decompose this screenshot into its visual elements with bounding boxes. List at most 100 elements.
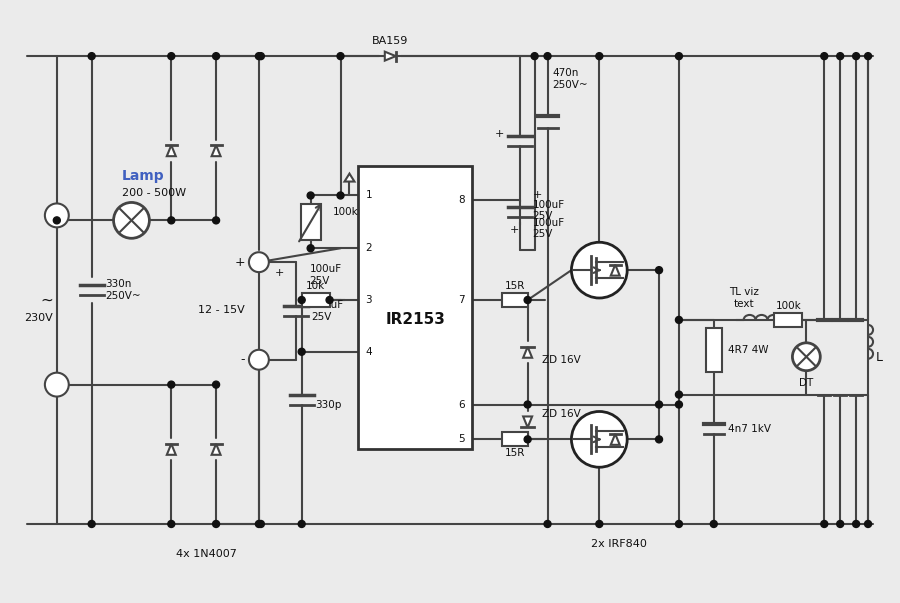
Text: Lamp: Lamp: [122, 169, 164, 183]
Circle shape: [821, 520, 828, 528]
Circle shape: [572, 242, 627, 298]
Circle shape: [531, 52, 538, 60]
Circle shape: [837, 520, 843, 528]
Text: ~: ~: [40, 292, 53, 308]
Circle shape: [298, 297, 305, 303]
Circle shape: [572, 411, 627, 467]
Polygon shape: [166, 145, 176, 156]
Bar: [302, 293, 329, 307]
Circle shape: [676, 520, 682, 528]
Circle shape: [45, 203, 68, 227]
Circle shape: [524, 401, 531, 408]
Bar: [301, 204, 320, 240]
Circle shape: [298, 520, 305, 528]
Circle shape: [544, 52, 551, 60]
Text: 2x IRF840: 2x IRF840: [591, 539, 647, 549]
Circle shape: [167, 52, 175, 60]
Text: ZD 16V: ZD 16V: [542, 409, 580, 419]
Circle shape: [710, 520, 717, 528]
Text: 330p: 330p: [316, 400, 342, 409]
Circle shape: [821, 52, 828, 60]
Text: 5: 5: [458, 434, 465, 444]
Text: 4R7 4W: 4R7 4W: [728, 345, 769, 355]
Circle shape: [249, 350, 269, 370]
Bar: [502, 432, 527, 446]
Circle shape: [212, 52, 220, 60]
Text: -: -: [240, 353, 245, 366]
Circle shape: [865, 520, 871, 528]
Polygon shape: [611, 265, 620, 276]
Circle shape: [307, 245, 314, 251]
Bar: [775, 313, 803, 327]
Text: 230V: 230V: [24, 313, 53, 323]
Circle shape: [113, 203, 149, 238]
Text: 4: 4: [365, 347, 372, 357]
Text: 4x 1N4007: 4x 1N4007: [176, 549, 237, 559]
Polygon shape: [611, 434, 620, 445]
Text: IR2153: IR2153: [385, 312, 446, 327]
Circle shape: [257, 520, 265, 528]
Circle shape: [655, 267, 662, 274]
Text: +: +: [275, 268, 284, 278]
Text: ZD 16V: ZD 16V: [542, 355, 580, 365]
Circle shape: [852, 520, 860, 528]
Polygon shape: [523, 417, 532, 428]
Text: 100uF
25V: 100uF 25V: [533, 200, 564, 221]
Circle shape: [88, 520, 95, 528]
Circle shape: [167, 381, 175, 388]
Text: 8: 8: [458, 195, 465, 206]
Text: 470n
250V~: 470n 250V~: [553, 68, 589, 90]
Circle shape: [167, 217, 175, 224]
Text: 100k: 100k: [776, 301, 801, 311]
Circle shape: [596, 520, 603, 528]
Circle shape: [524, 297, 531, 303]
Circle shape: [212, 381, 220, 388]
Bar: [502, 293, 527, 307]
Circle shape: [45, 373, 68, 397]
Polygon shape: [523, 347, 532, 358]
Text: 15R: 15R: [505, 281, 525, 291]
Text: 100k: 100k: [332, 207, 358, 217]
Circle shape: [257, 52, 265, 60]
Circle shape: [655, 436, 662, 443]
Text: 3: 3: [365, 295, 372, 305]
Polygon shape: [166, 444, 176, 455]
Text: 12 - 15V: 12 - 15V: [198, 305, 245, 315]
Text: 4n7 1kV: 4n7 1kV: [728, 425, 770, 434]
Text: DT: DT: [799, 377, 814, 388]
Circle shape: [298, 349, 305, 355]
Circle shape: [596, 52, 603, 60]
Circle shape: [256, 52, 263, 60]
Circle shape: [792, 343, 820, 371]
Circle shape: [676, 52, 682, 60]
Text: 6: 6: [458, 400, 465, 409]
Circle shape: [53, 217, 60, 224]
Text: 330n
250V~: 330n 250V~: [105, 279, 141, 301]
Circle shape: [307, 192, 314, 199]
Circle shape: [249, 252, 269, 272]
Circle shape: [256, 520, 263, 528]
Text: +: +: [234, 256, 245, 269]
Circle shape: [326, 297, 333, 303]
Text: L: L: [876, 351, 883, 364]
Polygon shape: [385, 52, 396, 61]
Text: +: +: [533, 191, 542, 200]
Text: BA159: BA159: [372, 36, 409, 46]
Circle shape: [676, 391, 682, 398]
Circle shape: [655, 401, 662, 408]
Text: +: +: [495, 129, 505, 139]
Text: 100uF
25V: 100uF 25V: [533, 218, 564, 239]
Circle shape: [167, 520, 175, 528]
Circle shape: [676, 317, 682, 323]
Circle shape: [544, 520, 551, 528]
Bar: [358, 166, 472, 449]
Circle shape: [676, 401, 682, 408]
Text: 100uF
25V: 100uF 25V: [311, 300, 344, 322]
Circle shape: [88, 52, 95, 60]
Polygon shape: [212, 444, 220, 455]
Bar: [706, 328, 722, 371]
Text: 10k: 10k: [306, 281, 325, 291]
Text: 1: 1: [365, 191, 372, 200]
Text: TL viz
text: TL viz text: [729, 287, 759, 309]
Circle shape: [212, 217, 220, 224]
